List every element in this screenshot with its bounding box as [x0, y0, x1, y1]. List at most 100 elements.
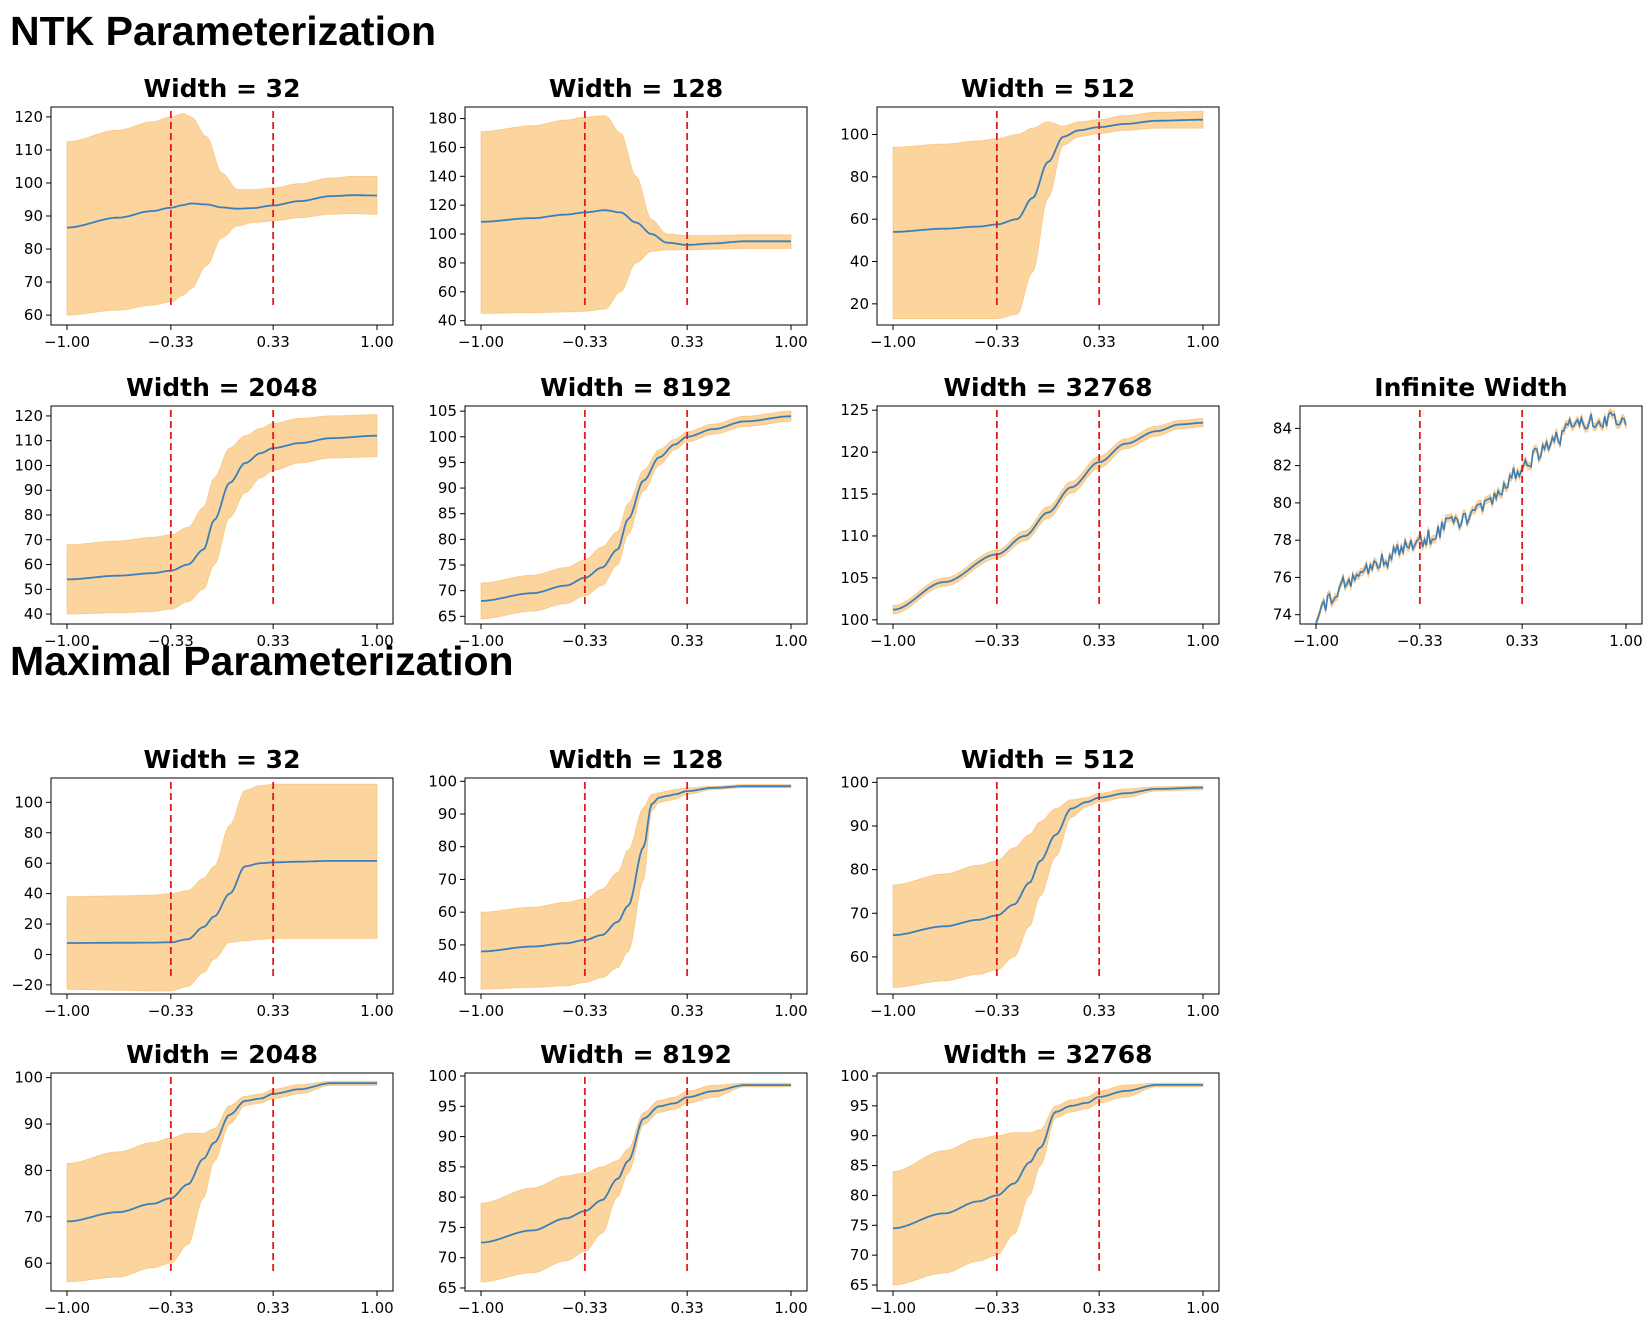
panel-title: Width = 32: [144, 74, 301, 103]
mean-line: [480, 1084, 791, 1244]
x-tick-label: −1.00: [458, 1002, 504, 1020]
confidence-band: [66, 1080, 378, 1283]
y-tick-label: 65: [438, 1279, 457, 1297]
x-tick-label: 0.33: [670, 1002, 703, 1020]
y-tick-label: 60: [438, 903, 457, 921]
mean-line: [67, 1082, 377, 1223]
y-tick-label: 40: [438, 312, 457, 330]
y-tick-label: 20: [850, 295, 869, 313]
mean-line: [480, 785, 791, 953]
panel-12: 65 70 75 80 85 90 95 100 −1.00 −0.33 0.33 1.00 Width…: [840, 1040, 1219, 1317]
y-tick-label: 76: [1273, 568, 1292, 586]
panel-title: Width = 2048: [126, 373, 318, 402]
y-tick-label: 95: [850, 1097, 869, 1115]
y-tick-label: 75: [438, 556, 457, 574]
mean-line: [67, 434, 377, 581]
y-tick-label: 90: [438, 479, 457, 497]
y-tick-label: 75: [850, 1216, 869, 1234]
x-tick-label: −1.00: [458, 1299, 504, 1317]
y-tick-label: 74: [1273, 606, 1292, 624]
mean-line: [67, 860, 377, 944]
y-tick-label: 75: [438, 1218, 457, 1236]
x-tick-label: −1.00: [458, 632, 504, 650]
panel-title: Width = 8192: [540, 1040, 732, 1069]
y-tick-label: 82: [1273, 457, 1292, 475]
x-tick-label: 1.00: [1609, 632, 1642, 650]
y-tick-label: 80: [24, 240, 43, 258]
y-tick-label: 60: [24, 1254, 43, 1272]
y-tick-label: 90: [24, 207, 43, 225]
y-tick-label: 90: [850, 817, 869, 835]
x-tick-label: −0.33: [562, 1299, 608, 1317]
plot-frame: [876, 106, 1220, 326]
x-tick-label: 1.00: [360, 1299, 393, 1317]
mean-line: [481, 209, 791, 246]
y-tick-label: 70: [24, 273, 43, 291]
panel-title: Width = 128: [549, 74, 723, 103]
y-tick-label: 70: [850, 1246, 869, 1264]
y-tick-label: 80: [24, 824, 43, 842]
section-title-ntk: NTK Parameterization: [10, 8, 437, 54]
y-tick-label: 90: [438, 1128, 457, 1146]
y-tick-label: 105: [840, 569, 869, 587]
y-tick-label: 95: [438, 453, 457, 471]
y-tick-label: −20: [11, 976, 43, 994]
plot-frame: [876, 1072, 1220, 1292]
y-tick-label: 100: [428, 225, 457, 243]
y-tick-label: 70: [24, 1208, 43, 1226]
y-tick-label: 85: [438, 505, 457, 523]
x-tick-label: 1.00: [1186, 632, 1219, 650]
x-tick-label: 1.00: [360, 1002, 393, 1020]
y-tick-label: 78: [1273, 531, 1292, 549]
panel-title: Width = 128: [549, 745, 723, 774]
confidence-band: [480, 410, 792, 620]
x-tick-label: 0.33: [256, 632, 289, 650]
section-title-maximal: Maximal Parameterization: [10, 638, 514, 684]
mean-line: [481, 415, 791, 602]
y-tick-label: 100: [14, 1069, 43, 1087]
y-tick-label: 40: [438, 969, 457, 987]
y-tick-label: 95: [438, 1097, 457, 1115]
x-tick-label: −1.00: [1293, 632, 1339, 650]
panel-6: 74 76 78 80 82 84 −1.00 −0.33 0.33 1.00 Infinite W…: [1273, 373, 1643, 650]
y-tick-label: 60: [850, 210, 869, 228]
y-tick-label: 105: [428, 402, 457, 420]
y-tick-label: 20: [24, 915, 43, 933]
y-tick-label: 100: [428, 772, 457, 790]
confidence-band: [892, 1082, 1204, 1286]
x-tick-label: 1.00: [774, 1002, 807, 1020]
x-tick-label: −0.33: [148, 1002, 194, 1020]
panel-title: Width = 2048: [126, 1040, 318, 1069]
y-tick-label: 80: [24, 506, 43, 524]
y-tick-label: 110: [840, 527, 869, 545]
confidence-band: [66, 113, 378, 316]
y-tick-label: 90: [24, 1115, 43, 1133]
plot-frame: [464, 405, 808, 625]
confidence-band: [1315, 407, 1627, 627]
y-tick-label: 70: [438, 870, 457, 888]
confidence-band: [892, 110, 1204, 320]
x-tick-label: 0.33: [670, 333, 703, 351]
y-tick-label: 70: [438, 582, 457, 600]
panel-7: −20 0 20 40 60 80 100 −1.00 −0.33 0.33 1.00 Width =…: [11, 745, 393, 1020]
mean-line: [893, 118, 1203, 233]
x-tick-label: 0.33: [256, 1299, 289, 1317]
y-tick-label: 70: [438, 1249, 457, 1267]
panel-title: Width = 32: [144, 745, 301, 774]
x-tick-label: 1.00: [1186, 333, 1219, 351]
y-tick-label: 60: [24, 556, 43, 574]
y-tick-label: 0: [33, 945, 43, 963]
panel-title: Width = 32768: [943, 1040, 1152, 1069]
x-tick-label: −0.33: [562, 632, 608, 650]
x-tick-label: −1.00: [44, 632, 90, 650]
x-tick-label: −0.33: [1397, 632, 1443, 650]
x-tick-label: −1.00: [870, 632, 916, 650]
y-tick-label: 84: [1273, 419, 1292, 437]
plot-frame: [1299, 405, 1643, 625]
y-tick-label: 80: [850, 1186, 869, 1204]
x-tick-label: 0.33: [256, 1002, 289, 1020]
panel-10: 60 70 80 90 100 −1.00 −0.33 0.33 1.00 Width = 204…: [14, 1040, 393, 1317]
x-tick-label: −1.00: [458, 333, 504, 351]
y-tick-label: 80: [438, 838, 457, 856]
